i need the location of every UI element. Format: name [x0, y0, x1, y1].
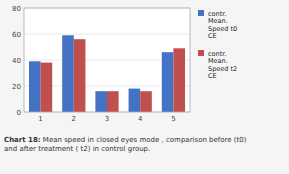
x-tick-label: 1: [38, 115, 42, 123]
legend-label: contr.Mean.Speed t0CE: [208, 10, 237, 41]
plot-frame: [24, 8, 190, 112]
x-tick-label: 2: [72, 115, 76, 123]
bar: [62, 35, 74, 112]
bars: [29, 35, 185, 112]
bar: [41, 63, 53, 112]
legend-line: CE: [208, 32, 217, 40]
legend-line: CE: [208, 72, 217, 80]
y-tick-label: 60: [12, 31, 21, 39]
legend-label: contr.Mean.Speed t2CE: [208, 50, 237, 81]
grid-line: [24, 34, 190, 35]
bar: [95, 91, 107, 112]
y-tick-label: 80: [12, 5, 21, 13]
bar: [107, 91, 119, 112]
bar: [129, 89, 141, 112]
caption-line: and after treatment ( t2) in control gro…: [4, 145, 150, 153]
y-tick-label: 20: [12, 83, 21, 91]
bar: [173, 48, 185, 112]
background: [0, 0, 289, 174]
legend-swatch: [198, 50, 204, 56]
x-tick-label: 4: [138, 115, 143, 123]
chart: 0 20 40 60 80 1 2 3 4 5 contr.Mean.Speed t0CE contr…: [0, 0, 289, 174]
bar: [162, 52, 174, 112]
caption-rest: Mean speed in closed eyes mode , compari…: [4, 136, 247, 153]
y-tick-label: 0: [17, 109, 21, 117]
bar: [29, 61, 41, 112]
legend-swatch: [198, 10, 204, 16]
x-tick-label: 3: [105, 115, 109, 123]
bar: [140, 91, 152, 112]
caption-line: Mean speed in closed eyes mode , compari…: [41, 136, 247, 144]
plot-area: [24, 8, 190, 112]
x-tick-label: 5: [171, 115, 175, 123]
caption-bold: Chart 18:: [4, 136, 41, 144]
y-tick-label: 40: [12, 57, 21, 65]
bar: [74, 39, 86, 112]
